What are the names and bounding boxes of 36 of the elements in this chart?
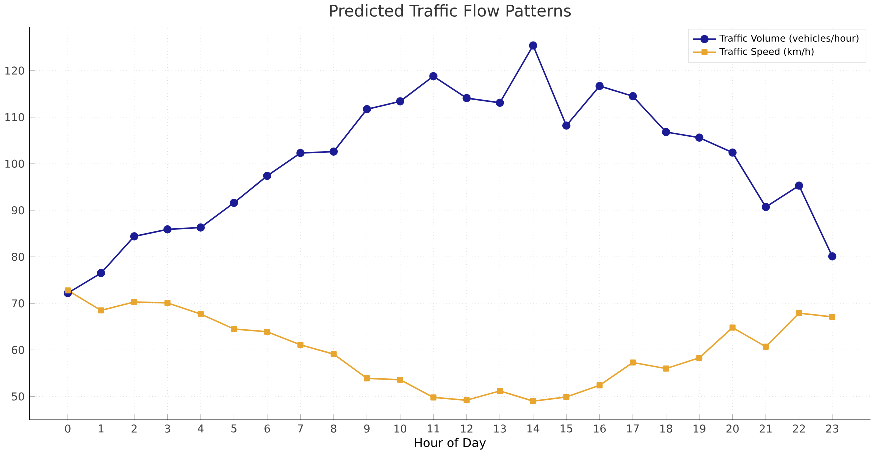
x-tick-label: 6 — [264, 424, 270, 433]
x-tick-label: 18 — [660, 424, 672, 433]
x-tick-label: 1 — [99, 424, 104, 432]
y-tick-label: 110 — [6, 113, 24, 122]
chart-title: Predicted Traffic Flow Patterns — [330, 4, 572, 17]
y-tick-label: 80 — [12, 252, 24, 261]
x-tick-label: 14 — [528, 424, 540, 432]
x-tick-label: 13 — [494, 424, 506, 433]
x-tick-label: 20 — [726, 424, 739, 433]
legend-label: Traffic Volume (vehicles/hour) — [720, 34, 859, 43]
x-tick-label: 19 — [694, 424, 706, 433]
x-tick-label: 0 — [65, 424, 71, 433]
x-tick-label: 21 — [760, 424, 772, 433]
x-tick-label: 16 — [594, 424, 606, 433]
x-tick-label: 2 — [132, 424, 137, 433]
y-tick-label: 60 — [12, 346, 24, 354]
y-tick-label: 100 — [6, 160, 24, 168]
x-axis-title: Hour of Day — [415, 438, 486, 450]
x-tick-label: 4 — [198, 424, 204, 432]
x-tick-label: 17 — [627, 424, 640, 432]
x-tick-label: 5 — [232, 424, 237, 433]
x-tick-label: 7 — [298, 424, 304, 432]
y-tick-label: 70 — [12, 299, 24, 308]
legend-label: Traffic Speed (km/h) — [720, 48, 814, 57]
y-tick-label: 120 — [6, 66, 24, 75]
y-tick-label: 50 — [12, 392, 24, 401]
x-tick-label: 15 — [560, 424, 573, 433]
x-tick-label: 22 — [793, 424, 806, 433]
x-tick-label: 3 — [165, 424, 170, 433]
x-tick-label: 23 — [826, 424, 838, 433]
x-tick-label: 9 — [364, 424, 370, 433]
y-tick-label: 90 — [12, 206, 24, 214]
x-tick-label: 12 — [461, 424, 473, 433]
x-tick-label: 10 — [394, 424, 407, 433]
x-tick-label: 11 — [428, 424, 440, 432]
x-tick-label: 8 — [331, 424, 337, 433]
